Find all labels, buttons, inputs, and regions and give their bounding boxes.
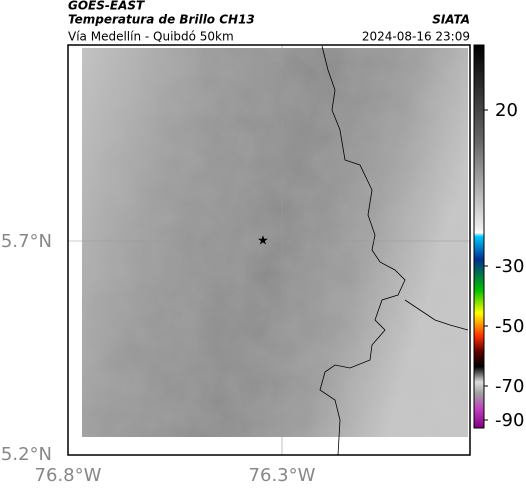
lat-label: 5.7°N <box>1 231 52 252</box>
colorbar-ticks <box>484 109 488 421</box>
title: GOES-EAST <box>68 0 145 13</box>
region: Vía Medellín - Quibdó 50km <box>68 30 234 44</box>
lon-label: 76.8°W <box>35 465 102 486</box>
colorbar-label: -70 <box>495 376 524 397</box>
cloud-texture <box>82 48 468 437</box>
timestamp: 2024-08-16 23:09 <box>362 30 470 44</box>
location-star: ★ <box>257 234 269 249</box>
border <box>404 299 469 331</box>
lat-label: 5.2°N <box>1 444 52 465</box>
map-frame <box>67 44 471 456</box>
colorbar-label: 20 <box>495 100 518 121</box>
colorbar-label: -50 <box>495 316 524 337</box>
coastline <box>319 45 406 456</box>
colorbar-label: -30 <box>495 256 524 277</box>
colorbar-label: -90 <box>495 410 524 431</box>
subtitle: Temperatura de Brillo CH13 <box>68 13 255 27</box>
lon-label: 76.3°W <box>249 465 316 486</box>
source: SIATA <box>432 13 470 27</box>
colorbar <box>473 44 485 429</box>
